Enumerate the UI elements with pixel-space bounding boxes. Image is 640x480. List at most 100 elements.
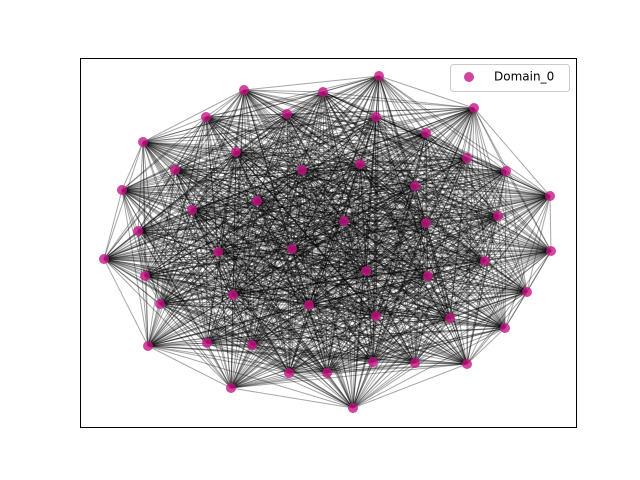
edge	[144, 220, 345, 277]
edge	[301, 169, 374, 363]
edge	[301, 169, 354, 409]
edge	[174, 169, 310, 306]
edge	[103, 209, 193, 260]
edge	[159, 200, 258, 305]
edge	[378, 75, 486, 262]
edge	[243, 89, 324, 93]
edge	[288, 275, 429, 374]
edge	[205, 116, 552, 252]
edge	[191, 209, 219, 253]
edge	[174, 132, 427, 171]
edge	[427, 170, 507, 277]
edge	[205, 89, 245, 118]
edge	[206, 185, 416, 344]
edge	[343, 220, 416, 364]
edge	[256, 116, 377, 202]
edge	[144, 275, 468, 365]
edge	[375, 116, 499, 217]
edge	[174, 169, 468, 365]
edge	[205, 116, 499, 217]
edge	[449, 107, 475, 319]
edge	[326, 157, 468, 374]
edge	[308, 304, 451, 319]
edge	[256, 200, 506, 329]
edge	[414, 185, 506, 329]
edge	[174, 163, 361, 171]
edge	[235, 151, 507, 172]
node	[304, 300, 314, 310]
edge	[137, 132, 427, 232]
edge	[322, 91, 354, 409]
edge	[308, 304, 354, 409]
edge	[142, 89, 245, 143]
edge	[103, 258, 354, 409]
edge	[174, 169, 328, 374]
edge	[230, 185, 416, 389]
edge	[343, 220, 429, 277]
edge	[205, 116, 416, 187]
edge	[206, 260, 486, 344]
edge	[308, 107, 475, 306]
edge	[372, 132, 427, 363]
edge	[288, 361, 374, 374]
edge	[291, 215, 499, 250]
edge	[301, 157, 468, 171]
edge	[301, 169, 416, 187]
edge	[103, 258, 429, 277]
edge	[243, 89, 354, 409]
edge	[256, 163, 361, 202]
edge	[301, 116, 377, 171]
edge	[230, 151, 237, 389]
edge	[147, 291, 528, 347]
edge	[243, 89, 345, 222]
node	[421, 218, 431, 228]
edge	[235, 151, 528, 293]
edge	[159, 303, 290, 374]
edge	[288, 107, 475, 374]
edge	[147, 107, 475, 347]
edge	[147, 315, 377, 347]
edge	[121, 189, 354, 409]
edge	[326, 362, 416, 374]
edge	[206, 251, 219, 344]
edge	[466, 107, 475, 159]
edge	[144, 116, 377, 277]
edge	[121, 189, 486, 262]
edge	[359, 163, 451, 319]
edge	[217, 251, 416, 364]
edge	[232, 294, 310, 306]
edge	[251, 291, 528, 346]
edge	[144, 275, 506, 329]
edge	[159, 270, 367, 305]
edge	[217, 251, 506, 329]
edge	[142, 75, 380, 143]
edge	[365, 195, 551, 272]
edge	[144, 215, 499, 277]
edge	[414, 185, 551, 197]
edge	[308, 163, 361, 306]
edge	[232, 222, 427, 296]
edge	[230, 317, 451, 389]
edge	[205, 116, 506, 329]
node	[247, 340, 257, 350]
edge	[147, 132, 427, 347]
edge	[217, 215, 499, 253]
edge	[144, 113, 288, 277]
edge	[174, 169, 293, 250]
edge	[352, 195, 551, 409]
edge	[484, 195, 551, 262]
edge	[147, 304, 310, 347]
edge	[504, 170, 507, 329]
edge	[103, 258, 528, 293]
node	[469, 103, 479, 113]
edge	[352, 291, 528, 409]
edge	[217, 107, 475, 253]
edge	[301, 163, 361, 171]
edge	[301, 169, 552, 252]
edge	[291, 220, 345, 250]
edge	[288, 327, 506, 374]
edge	[142, 141, 193, 211]
edge	[256, 200, 451, 319]
edge	[191, 209, 253, 346]
edge	[414, 291, 528, 364]
